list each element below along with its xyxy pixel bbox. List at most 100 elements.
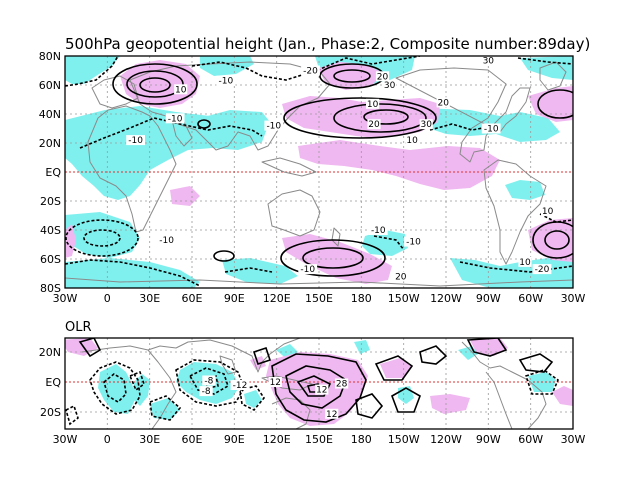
panel-1-frame — [64, 55, 574, 289]
panel-2-grid — [65, 338, 573, 429]
x-tick-label: 60E — [182, 433, 203, 446]
contour-label-background — [383, 80, 397, 90]
contour-label: -10 — [484, 125, 499, 135]
contour-label: -10 — [219, 77, 234, 87]
contour-label: -20 — [303, 67, 318, 77]
contour-label-background — [405, 135, 419, 146]
contour-label: 12 — [326, 410, 337, 420]
x-tick-label: 180 — [351, 433, 372, 446]
y-tick-label: EQ — [45, 166, 61, 179]
contour-label-background — [157, 235, 176, 246]
contour-label: 10 — [542, 207, 554, 217]
y-tick-label: 20S — [40, 195, 61, 208]
contour-label: 12 — [270, 378, 281, 388]
contour-label-background — [404, 236, 423, 247]
contour-label: 20 — [437, 98, 449, 108]
x-tick-label: 60W — [518, 292, 543, 305]
y-tick-label: EQ — [45, 376, 61, 389]
x-tick-label: 60W — [518, 433, 543, 446]
contour-label: -8 — [204, 377, 213, 387]
panel-2-title: OLR — [65, 320, 92, 335]
x-tick-label: 90W — [476, 433, 501, 446]
contour-label: -12 — [233, 381, 248, 391]
contour-label: 20 — [395, 272, 407, 282]
contour-label-background — [202, 375, 216, 386]
contour-label-background — [230, 380, 250, 390]
x-tick-label: 150E — [305, 433, 333, 446]
y-tick-label: 20S — [40, 406, 61, 419]
contour-label: 20 — [377, 72, 389, 82]
panel-1-x-ticks: 30W 0 30E 60E 90E 120E 150E 180 150W 120… — [53, 292, 586, 305]
x-tick-label: 30W — [53, 433, 78, 446]
panel-1-grid — [65, 56, 573, 288]
panel-1-positive-shading — [65, 60, 573, 284]
y-tick-label: 20N — [39, 137, 61, 150]
contour-label-background — [368, 225, 388, 235]
x-tick-label: 150W — [388, 433, 420, 446]
y-tick-label: 80S — [40, 282, 61, 295]
panel-1-title: 500hPa geopotential height (Jan., Phase:… — [65, 35, 590, 53]
contour-label: 10 — [406, 136, 418, 146]
contour-label: 12 — [316, 386, 327, 396]
contour-label-background — [367, 119, 381, 130]
contour-label: -10 — [128, 136, 143, 146]
contour-label: -10 — [159, 236, 174, 246]
x-tick-label: 0 — [104, 292, 111, 305]
panel-2-contours — [65, 338, 559, 426]
x-tick-label: 30E — [139, 433, 160, 446]
contour-label: 30 — [384, 81, 396, 91]
panel-2-y-ticks: 20N EQ 20S — [39, 346, 62, 419]
contour-label-background — [199, 386, 213, 397]
contour-label: 30 — [483, 56, 495, 66]
y-tick-label: 20N — [39, 346, 61, 359]
y-tick-label: 60S — [40, 253, 61, 266]
x-tick-label: 150W — [388, 292, 420, 305]
x-tick-label: 120E — [263, 433, 291, 446]
contour-label-background — [518, 256, 532, 267]
x-tick-label: 120W — [430, 433, 462, 446]
contour-label-background — [394, 271, 408, 282]
contour-label: -10 — [168, 114, 183, 124]
panel-2-coastlines — [81, 338, 547, 429]
contour-label-background — [375, 71, 390, 82]
contour-label-background — [481, 123, 501, 134]
panel-2-contour-labels: -8-8 12 -12 28 12 12 — [199, 375, 349, 420]
contour-label-background — [335, 378, 349, 389]
contour-label: 10 — [519, 258, 531, 268]
x-tick-label: 120W — [430, 292, 462, 305]
contour-label-background — [268, 377, 282, 387]
contour-label-background — [301, 65, 320, 76]
x-tick-label: 30W — [561, 292, 586, 305]
contour-label-background — [325, 408, 339, 419]
contour-label-background — [315, 384, 329, 395]
panel-1-coastlines — [65, 61, 573, 287]
y-tick-label: 60N — [39, 79, 61, 92]
contour-label-background — [532, 264, 552, 275]
panel-2-plot: -8-8 12 -12 28 12 12 — [65, 338, 573, 429]
x-tick-label: 30W — [561, 433, 586, 446]
panel-1-contours — [65, 56, 573, 287]
x-tick-label: 60E — [182, 292, 203, 305]
x-tick-label: 90E — [224, 292, 245, 305]
contour-label: -10 — [371, 226, 386, 236]
y-tick-label: 80N — [39, 50, 61, 63]
contour-label: 10 — [367, 100, 379, 110]
contour-label: -20 — [535, 265, 550, 275]
contour-label: -8 — [202, 387, 211, 397]
x-tick-label: 120E — [263, 292, 291, 305]
x-tick-label: 90E — [224, 433, 245, 446]
contour-label: -10 — [300, 265, 315, 275]
x-tick-label: 30E — [139, 292, 160, 305]
contour-label: 28 — [336, 380, 348, 390]
contour-label: -10 — [266, 122, 281, 132]
contour-label: -10 — [406, 238, 421, 248]
panel-2-frame — [64, 337, 574, 430]
contour-label-background — [481, 56, 495, 66]
contour-label-background — [216, 75, 236, 86]
x-tick-label: 90W — [476, 292, 501, 305]
x-tick-label: 30W — [53, 292, 78, 305]
x-tick-label: 150E — [305, 292, 333, 305]
contour-label-background — [419, 119, 433, 130]
